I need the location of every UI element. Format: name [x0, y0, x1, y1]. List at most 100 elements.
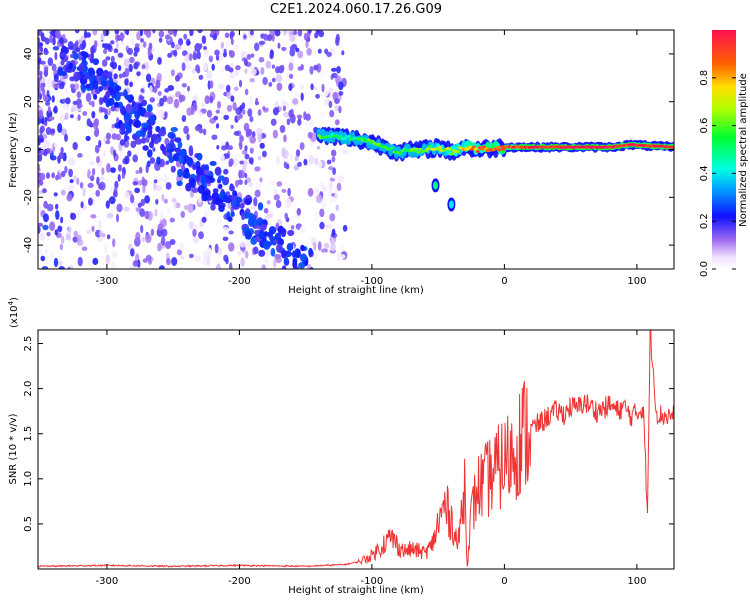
noise-cell — [64, 133, 68, 142]
noise-cell — [288, 34, 296, 43]
noise-cell — [49, 251, 54, 259]
track-cell — [85, 83, 91, 89]
noise-cell — [67, 226, 72, 235]
x-tick-label: 0 — [501, 576, 507, 587]
noise-cell — [324, 48, 329, 55]
noise-cell — [229, 262, 233, 269]
track-cell — [218, 204, 225, 212]
track-cell — [87, 67, 95, 74]
noise-cell — [152, 30, 156, 34]
noise-cell — [117, 164, 122, 172]
noise-cell — [290, 224, 295, 230]
noise-cell — [279, 106, 282, 112]
noise-cell — [297, 118, 302, 126]
noise-cell — [47, 57, 53, 66]
snr-multiplier-label: (x104) — [7, 297, 20, 328]
noise-cell — [157, 243, 162, 252]
noise-cell — [211, 63, 215, 71]
track-cell — [276, 243, 283, 253]
track-cell — [133, 120, 142, 128]
noise-cell — [113, 48, 119, 54]
noise-cell — [323, 98, 331, 106]
noise-cell — [47, 105, 51, 114]
noise-cell — [184, 54, 189, 63]
noise-cell — [191, 68, 197, 74]
noise-cell — [219, 65, 225, 74]
track-cell — [98, 85, 104, 92]
track-cell — [80, 73, 86, 81]
noise-cell — [181, 62, 186, 71]
noise-cell — [153, 85, 158, 94]
noise-cell — [310, 236, 317, 244]
noise-cell — [133, 51, 138, 57]
track-cell — [214, 166, 222, 176]
noise-cell — [157, 177, 163, 182]
track-cell — [217, 175, 225, 181]
noise-cell — [157, 56, 162, 65]
noise-cell — [38, 36, 41, 46]
noise-cell — [284, 212, 289, 220]
ridge-core — [418, 147, 423, 151]
noise-cell — [113, 149, 117, 158]
noise-cell — [338, 105, 342, 114]
noise-cell — [235, 65, 241, 71]
track-cell — [60, 52, 66, 58]
snr-line-plot — [38, 330, 674, 568]
noise-cell — [145, 163, 149, 174]
noise-cell — [317, 241, 322, 251]
noise-cell — [181, 115, 187, 122]
snr-multiplier-exponent: 4 — [7, 300, 15, 305]
track-cell — [170, 165, 176, 173]
noise-cell — [39, 72, 43, 80]
noise-cell — [164, 111, 168, 118]
noise-cell — [314, 157, 319, 165]
noise-cell — [60, 128, 68, 136]
track-cell — [197, 184, 206, 194]
noise-cell — [294, 156, 299, 162]
noise-cell — [244, 153, 250, 160]
noise-cell — [288, 83, 293, 91]
noise-cell — [259, 177, 263, 183]
noise-cell — [59, 76, 64, 81]
noise-cell — [123, 58, 130, 68]
noise-cell — [38, 225, 41, 235]
track-cell — [270, 247, 276, 257]
noise-cell — [51, 95, 55, 103]
noise-cell — [276, 82, 283, 92]
track-cell — [146, 104, 153, 113]
track-cell — [235, 196, 243, 203]
spectrogram-y-axis-label: Frequency (Hz) — [8, 112, 19, 188]
noise-cell — [264, 103, 268, 109]
noise-cell — [329, 196, 337, 204]
noise-cell — [315, 194, 323, 204]
noise-cell — [244, 179, 248, 185]
noise-cell — [228, 230, 234, 235]
noise-cell — [304, 92, 308, 98]
noise-cell — [166, 208, 171, 215]
track-cell — [190, 178, 196, 189]
track-cell — [57, 68, 64, 76]
noise-cell — [240, 257, 245, 267]
track-cell — [151, 133, 158, 141]
noise-cell — [123, 206, 130, 212]
noise-cell — [228, 49, 232, 57]
noise-cell — [274, 30, 281, 37]
noise-cell — [271, 77, 276, 83]
noise-cell — [275, 200, 282, 209]
noise-cell — [303, 111, 307, 121]
noise-cell — [337, 252, 342, 261]
noise-cell — [305, 120, 309, 129]
track-cell — [230, 200, 235, 208]
track-cell — [215, 197, 220, 206]
noise-cell — [339, 254, 346, 260]
noise-cell — [88, 120, 93, 127]
noise-cell — [119, 151, 123, 161]
noise-cell — [117, 52, 124, 58]
noise-cell — [170, 41, 175, 49]
chart-title: C2E1.2024.060.17.26.G09 — [269, 2, 443, 17]
noise-cell — [264, 257, 269, 264]
noise-cell — [145, 233, 152, 244]
noise-cell — [289, 45, 294, 51]
noise-cell — [39, 232, 46, 241]
noise-cell — [254, 101, 260, 106]
